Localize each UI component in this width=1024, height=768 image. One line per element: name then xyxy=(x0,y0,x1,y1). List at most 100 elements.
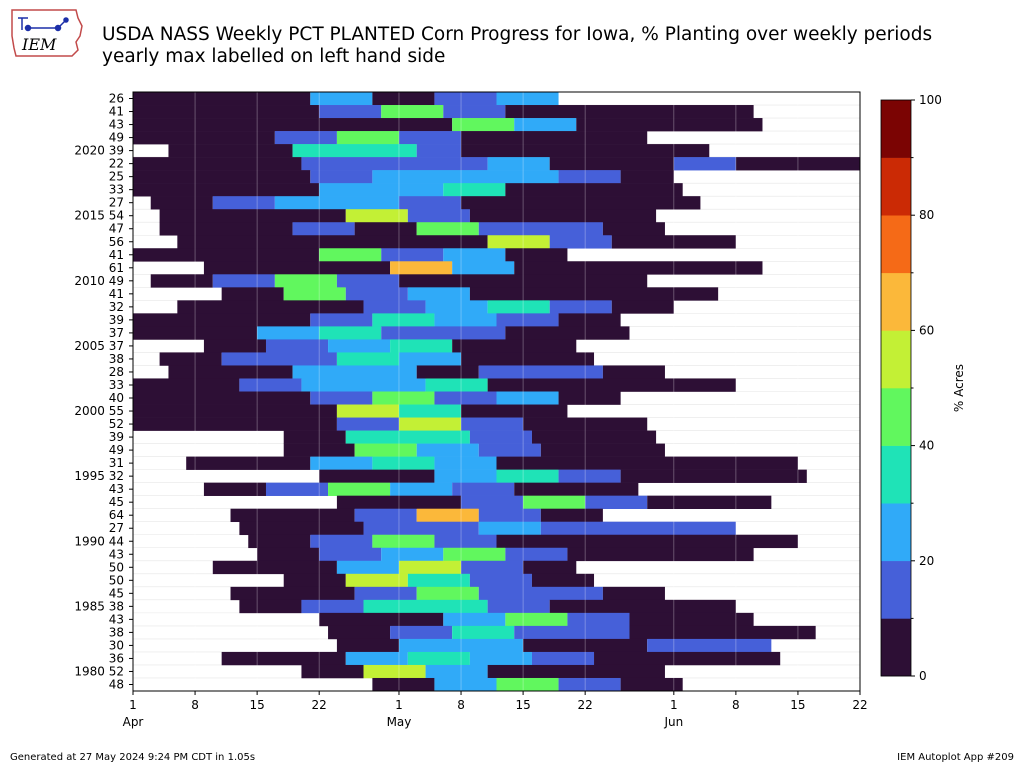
bar-segment-1994 xyxy=(265,482,329,496)
bar-segment-1995 xyxy=(620,469,807,483)
bar-segment-2008 xyxy=(177,300,364,314)
bar-segment-1980 xyxy=(425,664,488,679)
bar-segment-1982 xyxy=(336,638,399,653)
bar-segment-2020 xyxy=(168,144,293,158)
bar-segment-2016 xyxy=(461,196,701,210)
bar-segment-2015 xyxy=(159,209,346,223)
y-tick-label-1980: 1980 52 xyxy=(74,664,124,678)
bar-segment-1981 xyxy=(221,651,346,666)
bar-segment-1993 xyxy=(523,495,586,509)
bar-segment-2009 xyxy=(407,287,470,301)
y-tick-label-1982: 30 xyxy=(109,638,124,652)
colorbar-tick-label: 20 xyxy=(919,554,934,568)
bar-segment-1980 xyxy=(487,664,665,679)
bar-segment-2020 xyxy=(292,144,417,158)
bar-segment-1999 xyxy=(461,417,524,431)
bars-layer xyxy=(133,92,860,692)
y-tick-label-1996: 31 xyxy=(109,456,124,470)
bar-segment-1993 xyxy=(336,495,462,509)
bar-segment-1990 xyxy=(372,534,435,549)
bar-segment-2021 xyxy=(398,131,462,145)
bar-segment-1994 xyxy=(452,482,515,496)
colorbar-bin xyxy=(881,560,911,619)
bar-segment-2024 xyxy=(372,92,435,106)
bar-segment-2001 xyxy=(558,391,621,405)
bar-segment-2001 xyxy=(133,391,311,405)
bar-segment-2003 xyxy=(478,365,603,379)
bar-segment-1988 xyxy=(212,560,337,575)
bar-segment-2014 xyxy=(478,222,603,236)
bar-segment-2004 xyxy=(398,352,462,366)
bar-segment-2009 xyxy=(469,287,719,301)
colorbar-bin xyxy=(881,272,911,331)
bar-segment-1988 xyxy=(523,560,577,575)
y-tick-label-1979: 48 xyxy=(109,677,124,691)
bar-segment-2015 xyxy=(469,209,657,223)
bar-segment-2000 xyxy=(398,404,462,418)
y-tick-label-2023: 41 xyxy=(109,105,124,119)
colorbar-bin xyxy=(881,100,911,158)
colorbar-bin xyxy=(881,445,911,504)
bar-segment-1990 xyxy=(248,534,311,549)
bar-segment-2019 xyxy=(301,157,488,171)
bar-segment-2004 xyxy=(159,352,222,366)
y-tick-label-1987: 50 xyxy=(109,573,124,587)
y-tick-label-2020: 2020 39 xyxy=(74,144,124,158)
x-tick-label: 22 xyxy=(852,698,867,712)
bar-segment-1988 xyxy=(461,560,524,575)
bar-segment-2016 xyxy=(398,196,462,210)
bar-segment-1986 xyxy=(602,586,665,601)
y-tick-label-2021: 49 xyxy=(109,131,124,145)
y-tick-label-1989: 43 xyxy=(109,547,124,561)
bar-segment-1991 xyxy=(540,521,736,536)
bar-segment-2019 xyxy=(549,157,674,171)
bar-segment-2016 xyxy=(212,196,275,210)
bar-segment-1997 xyxy=(354,443,417,457)
y-tick-label-2010: 2010 49 xyxy=(74,274,124,288)
bar-segment-1981 xyxy=(407,651,470,666)
x-tick-labels: 1 8 15 22 1 8 15 22 1 8 15 22 Apr May Jun xyxy=(123,691,868,729)
bar-segment-2018 xyxy=(620,170,674,184)
bar-segment-2003 xyxy=(416,365,479,379)
bar-segment-1981 xyxy=(531,651,595,666)
bar-segment-2014 xyxy=(159,222,293,236)
bar-segment-2016 xyxy=(150,196,213,210)
bar-segment-2001 xyxy=(434,391,497,405)
footer-generated: Generated at 27 May 2024 9:24 PM CDT in … xyxy=(10,752,256,763)
bar-segment-2001 xyxy=(372,391,435,405)
y-tick-label-1986: 45 xyxy=(109,586,124,600)
y-tick-label-1992: 64 xyxy=(109,508,124,522)
bar-segment-1993 xyxy=(647,495,772,509)
bar-segment-1995 xyxy=(434,469,497,483)
bar-segment-2013 xyxy=(177,235,488,249)
bar-segment-2000 xyxy=(336,404,399,418)
bar-segment-1987 xyxy=(345,573,408,588)
x-tick-label: 8 xyxy=(457,698,465,712)
bar-segment-2010 xyxy=(212,274,275,288)
bar-segment-1983 xyxy=(390,625,453,640)
bar-segment-1980 xyxy=(301,664,364,679)
colorbar-tick-label: 0 xyxy=(919,669,927,683)
bar-segment-1990 xyxy=(496,534,798,549)
y-tick-label-2024: 26 xyxy=(109,92,124,106)
bar-segment-2013 xyxy=(611,235,736,249)
y-tick-label-2011: 61 xyxy=(109,261,124,275)
chart-subtitle: yearly max labelled on left hand side xyxy=(102,46,446,67)
bar-segment-1986 xyxy=(478,586,603,601)
bar-segment-2017 xyxy=(443,183,506,197)
bar-segment-1995 xyxy=(319,469,435,483)
y-tick-label-2013: 56 xyxy=(109,235,124,249)
bar-segment-2012 xyxy=(319,248,382,262)
bar-segment-1979 xyxy=(434,677,497,692)
bar-segment-2011 xyxy=(514,261,763,275)
bar-segment-1998 xyxy=(283,430,346,444)
bar-segment-2011 xyxy=(452,261,515,275)
bar-segment-1981 xyxy=(345,651,408,666)
bar-segment-2006 xyxy=(133,326,258,340)
bar-segment-2002 xyxy=(301,378,426,392)
bar-segment-2021 xyxy=(336,131,399,145)
bar-segment-2019 xyxy=(735,157,860,171)
x-tick-label: 1 xyxy=(670,698,678,712)
